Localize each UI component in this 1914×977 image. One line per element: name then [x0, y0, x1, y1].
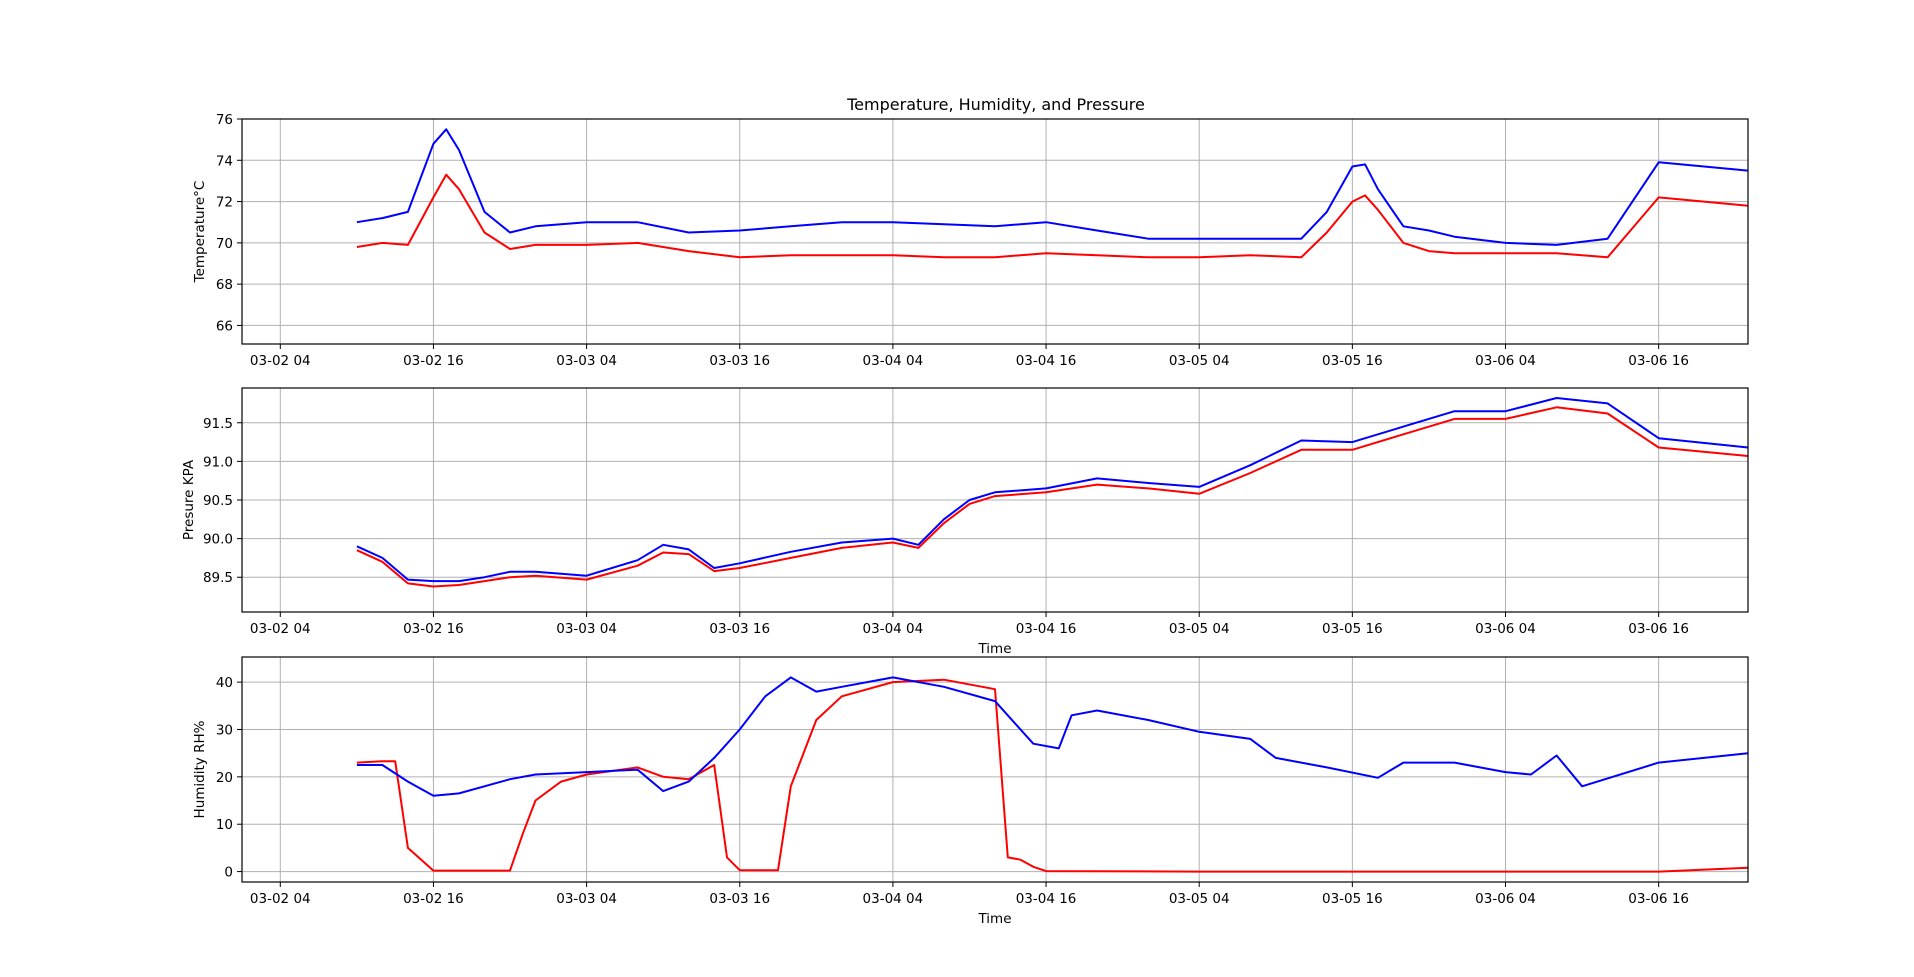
x-tick-label: 03-03 04	[556, 621, 617, 637]
x-tick-label: 03-06 16	[1628, 353, 1689, 369]
x-tick-label: 03-03 16	[709, 621, 770, 637]
y-tick-label: 30	[216, 722, 233, 738]
plot-frame	[241, 387, 1749, 613]
x-tick-label: 03-03 16	[709, 353, 770, 369]
y-tick-label: 76	[216, 112, 233, 128]
y-tick-label: 72	[216, 195, 233, 211]
x-axis-label: Time	[977, 641, 1011, 657]
x-tick-label: 03-06 16	[1628, 621, 1689, 637]
x-tick-label: 03-05 16	[1322, 891, 1383, 907]
x-tick-label: 03-06 04	[1475, 621, 1536, 637]
y-tick-label: 0	[224, 865, 233, 881]
x-axis-label: Time	[977, 911, 1011, 927]
y-tick-label: 10	[216, 817, 233, 833]
y-axis-label: Humidity RH%	[192, 720, 208, 818]
series-line-blue	[356, 676, 1749, 797]
x-tick-label: 03-04 04	[863, 621, 924, 637]
y-tick-label: 20	[216, 770, 233, 786]
y-tick-label: 74	[216, 153, 233, 169]
x-tick-label: 03-04 16	[1016, 621, 1077, 637]
series-line-red	[356, 173, 1749, 259]
plot-frame	[241, 118, 1749, 345]
x-tick-label: 03-05 04	[1169, 621, 1230, 637]
x-tick-label: 03-02 04	[250, 891, 311, 907]
x-tick-label: 03-06 04	[1475, 353, 1536, 369]
x-tick-label: 03-06 16	[1628, 891, 1689, 907]
x-tick-label: 03-02 04	[250, 353, 311, 369]
y-tick-label: 91.0	[203, 454, 233, 470]
y-tick-label: 70	[216, 236, 233, 252]
y-tick-label: 90.5	[203, 493, 233, 509]
panels: 03-02 04 03-02 16 03-03 04 03-03 16 03-04 04…	[181, 112, 1749, 927]
panel-2: 03-02 04 03-02 16 03-03 04 03-03 16 03-04 04…	[181, 387, 1749, 657]
y-tick-label: 40	[216, 675, 233, 691]
y-tick-label: 89.5	[203, 570, 233, 586]
x-tick-label: 03-02 16	[403, 621, 464, 637]
x-tick-label: 03-04 16	[1016, 353, 1077, 369]
x-tick-label: 03-05 16	[1322, 621, 1383, 637]
x-tick-label: 03-05 04	[1169, 353, 1230, 369]
x-tick-label: 03-03 04	[556, 891, 617, 907]
y-tick-label: 91.5	[203, 416, 233, 432]
x-tick-label: 03-04 16	[1016, 891, 1077, 907]
x-tick-label: 03-05 16	[1322, 353, 1383, 369]
series-line-red	[356, 406, 1749, 588]
x-tick-label: 03-03 04	[556, 353, 617, 369]
y-axis-label: Presure KPA	[181, 459, 197, 540]
y-axis-label: Temperature°C	[192, 181, 208, 284]
panel-3: 03-02 04 03-02 16 03-03 04 03-03 16 03-04 04…	[192, 656, 1749, 927]
chart-title: Temperature, Humidity, and Pressure	[846, 95, 1145, 114]
plot-frame	[241, 656, 1749, 883]
panel-1: 03-02 04 03-02 16 03-03 04 03-03 16 03-04 04…	[192, 112, 1749, 369]
series-line-blue	[356, 397, 1749, 583]
x-tick-label: 03-04 04	[863, 891, 924, 907]
y-tick-label: 90.0	[203, 532, 233, 548]
x-tick-label: 03-04 04	[863, 353, 924, 369]
x-tick-label: 03-02 16	[403, 353, 464, 369]
x-tick-label: 03-05 04	[1169, 891, 1230, 907]
x-tick-label: 03-02 16	[403, 891, 464, 907]
series-line-red	[356, 678, 1749, 873]
x-tick-label: 03-06 04	[1475, 891, 1536, 907]
series-line-blue	[356, 128, 1749, 246]
x-tick-label: 03-02 04	[250, 621, 311, 637]
y-tick-label: 68	[216, 277, 233, 293]
y-tick-label: 66	[216, 318, 233, 334]
x-tick-label: 03-03 16	[709, 891, 770, 907]
